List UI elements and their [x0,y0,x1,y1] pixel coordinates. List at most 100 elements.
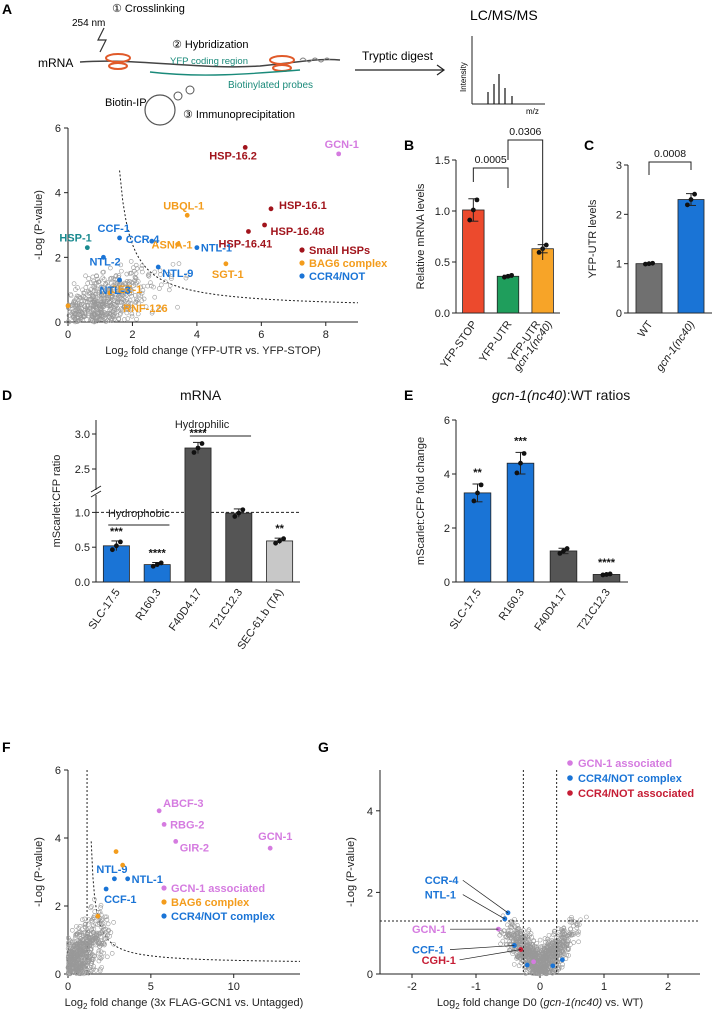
data-point [71,964,77,970]
data-point [89,956,95,962]
point-label: HSP-16.41 [218,238,272,250]
data-point [111,285,117,291]
data-point [557,945,563,951]
data-point [93,296,99,302]
data-point [542,949,548,954]
y-tick-label: 3.0 [75,429,90,441]
data-point [145,283,151,289]
data-point [512,917,517,922]
data-point [150,309,155,314]
data-point [538,946,544,952]
data-point [85,922,91,927]
data-point [542,936,548,941]
data-point [116,273,122,278]
data-point [86,276,91,281]
streptavidin-icon [173,91,183,101]
data-point [141,283,147,289]
x-axis-label-italic: gcn-1(nc40) [543,997,602,1009]
data-point [562,927,567,933]
y-tick-label: 2 [367,887,373,899]
data-point [546,932,552,938]
data-point [527,933,532,938]
x-axis-label: Log2 fold change (3x FLAG-GCN1 vs. Untag… [65,997,304,1011]
data-point [82,933,88,939]
point-label: HSP-16.2 [209,150,257,162]
data-point [146,273,152,279]
data-point [68,948,73,954]
highlight-point [512,943,517,948]
legend-label: GCN-1 associated [171,883,265,895]
data-point [510,951,515,956]
data-point [72,308,78,313]
highlight-point [103,886,109,892]
replicate-point [564,546,570,551]
data-point [506,933,512,939]
point-label: UBQL-1 [163,200,204,212]
bar [462,209,485,314]
data-point [578,917,583,923]
category-label: SLC-17.5 [447,587,483,632]
y-tick-label: 2.5 [75,464,90,476]
data-point [98,310,104,316]
x-axis-label-post: fold change (YFP-UTR vs. YFP-STOP) [128,345,321,357]
data-point [535,955,540,960]
point-label: ABCF-3 [163,798,203,810]
data-point [77,929,83,934]
point-label: HSP-16.48 [271,226,325,238]
point-label: CCR-4 [126,234,160,246]
data-point [98,966,103,972]
data-point [86,954,92,960]
data-point [100,921,106,927]
data-point [105,921,111,927]
data-point [505,922,510,928]
data-point [552,931,557,936]
data-point [74,924,79,929]
significance-stars: *** [514,435,528,447]
data-point [566,953,571,958]
panel-letter-d: D [2,387,12,403]
data-point [574,925,580,931]
data-point [128,259,134,264]
y-tick-label: 1.5 [435,155,450,167]
uv-lightning-icon [97,27,107,53]
data-point [531,938,537,944]
highlight-point [524,962,530,968]
bar [496,275,520,314]
data-point [102,914,108,920]
data-point [127,278,132,284]
data-point [517,938,523,943]
chart-e-title-rest: :WT ratios [567,387,631,403]
poly-a-tail [299,57,331,63]
replicate-point [191,450,197,455]
legend-label: CCR4/NOT associated [578,788,694,800]
category-label: gcn-1(nc40) [654,319,698,374]
data-point [65,946,71,951]
data-point [93,940,98,946]
x-tick-label: -1 [471,981,481,993]
data-point [149,283,154,289]
data-point [129,306,135,312]
intensity-label: Intensity [459,62,468,92]
hybridization-label: ② Hybridization [172,39,249,51]
data-point [516,963,522,969]
y-axis-label: Relative mRNA levels [415,183,427,289]
data-point [66,319,72,325]
data-point [80,941,86,947]
point-label: GCN-1 [325,139,359,151]
data-point [89,961,94,966]
bar-chart-b: 0.0 0.5 1.0 1.5 Relative mRNA levels YFP-STOP… [415,126,560,374]
category-label: T21C12.3 [208,587,246,633]
data-point [105,280,110,285]
replicate-point [195,445,201,451]
data-point [136,292,141,298]
x-tick-label: 0 [65,981,71,993]
data-point [123,281,128,287]
data-point [539,971,544,977]
data-point [527,951,533,957]
highlight-point [84,245,90,251]
data-point [69,959,75,964]
replicate-point [600,572,606,578]
highlight-point [550,963,556,969]
data-point [88,280,94,286]
